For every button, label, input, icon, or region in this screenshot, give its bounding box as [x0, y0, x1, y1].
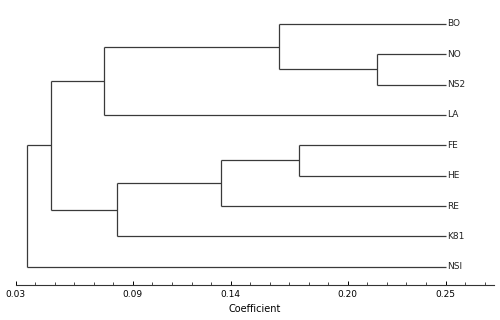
Text: NSI: NSI	[448, 262, 462, 271]
Text: BO: BO	[448, 19, 460, 28]
Text: LA: LA	[448, 110, 459, 119]
Text: RE: RE	[448, 202, 460, 211]
Text: FE: FE	[448, 141, 458, 150]
Text: NO: NO	[448, 50, 462, 59]
Text: HE: HE	[448, 171, 460, 180]
X-axis label: Coefficient: Coefficient	[229, 304, 281, 315]
Text: K81: K81	[448, 232, 465, 241]
Text: NS2: NS2	[448, 80, 466, 89]
